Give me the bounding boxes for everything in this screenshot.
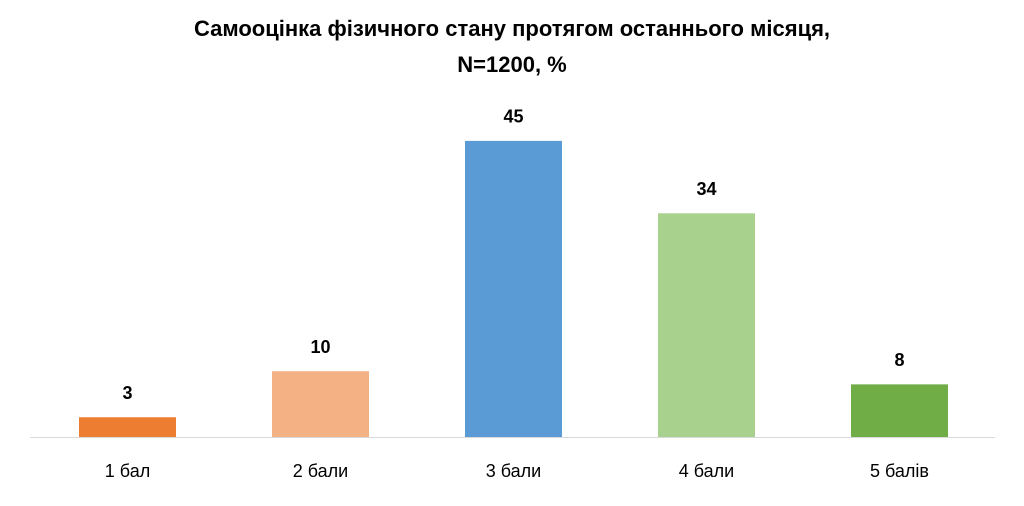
bar: [658, 213, 755, 437]
value-label: 10: [310, 337, 330, 357]
x-tick-label: 4 бали: [679, 461, 734, 481]
bar: [272, 371, 369, 437]
x-tick-label: 2 бали: [293, 461, 348, 481]
bar: [851, 384, 948, 437]
x-tick-label: 1 бал: [105, 461, 150, 481]
x-tick-label: 5 балів: [870, 461, 929, 481]
value-label: 45: [503, 107, 523, 127]
bar: [465, 140, 562, 437]
value-label: 8: [894, 350, 904, 370]
chart-title: Самооцінка фізичного стану протягом оста…: [194, 16, 830, 41]
x-tick-label: 3 бали: [486, 461, 541, 481]
chart-title: N=1200, %: [457, 52, 566, 77]
bar: [79, 417, 176, 437]
value-label: 3: [122, 383, 132, 403]
value-label: 34: [696, 179, 716, 199]
